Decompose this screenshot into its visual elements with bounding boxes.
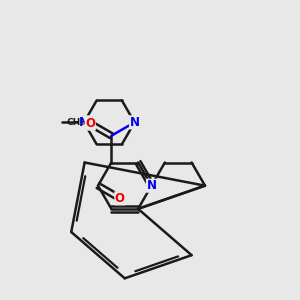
FancyBboxPatch shape <box>25 0 275 300</box>
Text: N: N <box>79 116 89 129</box>
Text: O: O <box>85 117 95 130</box>
Text: CH₃: CH₃ <box>66 118 84 127</box>
Text: N: N <box>146 179 157 192</box>
Text: O: O <box>115 192 125 205</box>
Text: N: N <box>130 116 140 129</box>
